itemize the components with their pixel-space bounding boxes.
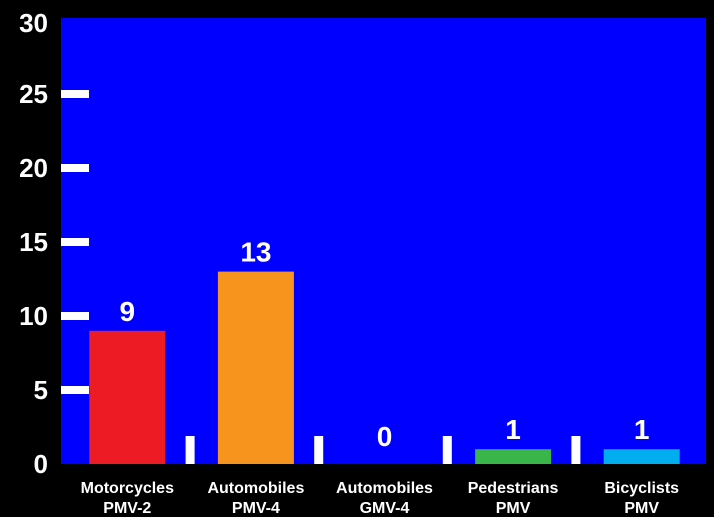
data-label: 13 [240,237,271,268]
x-tick-label: Pedestrians [468,480,559,497]
y-tick-label: 25 [19,79,48,109]
y-axis: 0 5 10 15 20 25 30 [19,8,89,479]
y-tick-label: 20 [19,153,48,183]
x-tick-label: PMV [624,500,659,517]
x-tick-label: Bicyclists [604,480,679,497]
y-tick-label: 5 [34,375,48,405]
bars [89,271,680,464]
category-separator [185,436,195,464]
x-tick-label: Automobiles [207,480,304,497]
y-tick-mark [61,238,89,246]
data-label: 1 [505,414,521,445]
category-separator [442,436,452,464]
x-tick-label: PMV-4 [232,500,280,517]
y-tick-label: 15 [19,227,48,257]
x-tick-label: PMV-2 [103,500,151,517]
x-tick-label: Automobiles [336,480,433,497]
x-tick-label: GMV-4 [360,500,410,517]
data-label: 1 [634,414,650,445]
y-tick-label: 0 [34,449,48,479]
y-tick-mark [61,386,89,394]
x-tick-label: Motorcycles [81,480,174,497]
bar [217,271,294,464]
category-separator [571,436,581,464]
plot-area [61,18,706,464]
x-axis: Motorcycles PMV-2 Automobiles PMV-4 Automobi… [81,480,680,517]
category-separators [185,436,581,464]
y-tick-mark [61,164,89,172]
bar [603,449,680,464]
bar [475,449,552,464]
x-tick-label: PMV [496,500,531,517]
data-label: 9 [120,296,136,327]
y-tick-mark [61,312,89,320]
data-label: 0 [377,421,393,452]
y-tick-label: 30 [19,8,48,38]
y-tick-mark [61,90,89,98]
category-separator [314,436,324,464]
data-labels: 9 13 0 1 1 [120,237,650,452]
bar [89,330,166,464]
y-tick-label: 10 [19,301,48,331]
